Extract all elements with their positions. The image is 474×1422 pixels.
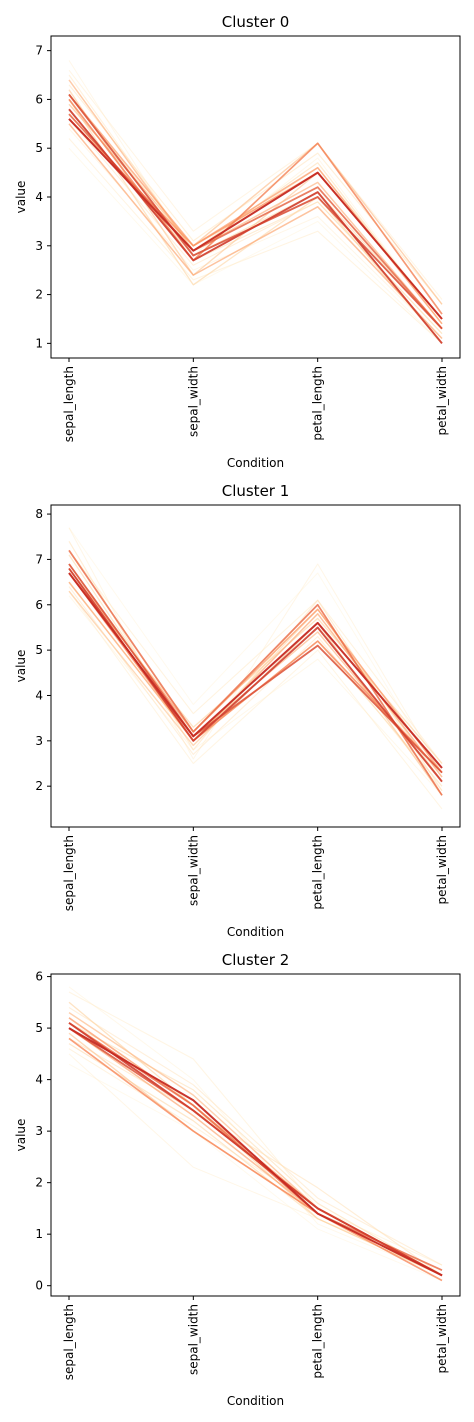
series-line [68,527,443,773]
series-line [68,1022,443,1277]
y-axis-label: value [14,181,28,214]
x-tick-label: sepal_width [186,366,200,437]
series-line [68,568,443,774]
series-line [68,550,443,764]
series-line [68,123,443,340]
series-line [68,590,443,796]
y-tick-label: 6 [35,598,43,612]
x-tick-label: sepal_length [62,835,76,911]
y-tick-label: 5 [35,141,43,155]
series-line [68,549,443,796]
series-line [68,98,443,315]
y-tick-label: 7 [35,552,43,566]
series-line [68,991,443,1266]
series-line [68,113,443,330]
series-line [68,147,443,344]
y-tick-label: 3 [35,239,43,253]
series-line [68,99,443,344]
series-lines [68,60,443,345]
x-tick-label: sepal_width [186,835,200,906]
y-axis-label: value [14,1119,28,1152]
plot-frame [50,973,461,1297]
y-tick-label: 4 [35,688,43,702]
x-tick-label: petal_length [311,366,325,441]
chart-panel-1: Cluster 1 2 3 4 5 6 7 8 sepal_length sepal_width p… [14,482,461,939]
series-line [68,89,443,320]
y-tick-label: 2 [35,779,43,793]
chart-title: Cluster 2 [222,951,290,969]
chart-panel-0: Cluster 0 1 2 3 4 5 6 7 sepal_length sepal_width p… [14,13,461,470]
x-tick-label: petal_width [435,366,449,435]
series-line [68,118,443,320]
plot-frame [50,504,461,828]
y-tick-label: 8 [35,507,43,521]
series-line [68,586,443,792]
series-line [68,986,443,1276]
x-axis-label: Condition [227,456,284,470]
series-line [68,527,443,778]
series-line [68,595,443,796]
chart-title: Cluster 0 [222,13,290,31]
y-tick-label: 1 [35,336,43,350]
series-line [68,1037,443,1276]
x-tick-label: sepal_length [62,1304,76,1380]
y-tick-label: 7 [35,44,43,58]
series-line [68,1063,443,1281]
y-axis-label: value [14,650,28,683]
y-tick-label: 4 [35,190,43,204]
series-line [68,108,443,345]
x-tick-label: petal_length [311,1304,325,1379]
series-line [68,113,443,330]
series-line [68,1027,443,1277]
chart-title: Cluster 1 [222,482,290,500]
y-tick-label: 2 [35,288,43,302]
series-line [68,1022,443,1276]
series-line [68,590,443,810]
x-tick-label: sepal_width [186,1304,200,1375]
x-axis-label: Condition [227,925,284,939]
series-line [68,1037,443,1282]
y-tick-label: 3 [35,734,43,748]
x-tick-label: petal_length [311,835,325,910]
y-tick-label: 4 [35,1073,43,1087]
y-tick-label: 5 [35,1021,43,1035]
series-line [68,572,443,769]
y-tick-label: 0 [35,1279,43,1293]
series-line [68,563,443,774]
x-tick-label: petal_width [435,835,449,904]
y-tick-label: 6 [35,970,43,984]
y-tick-label: 1 [35,1227,43,1241]
series-line [68,541,443,792]
series-line [68,79,443,330]
x-tick-label: petal_width [435,1304,449,1373]
series-line [68,69,443,300]
series-line [68,138,443,344]
x-tick-label: sepal_length [62,366,76,442]
y-tick-label: 3 [35,1124,43,1138]
y-tick-label: 2 [35,1176,43,1190]
y-tick-label: 6 [35,92,43,106]
y-tick-label: 5 [35,643,43,657]
x-axis-label: Condition [227,1394,284,1408]
series-lines [68,986,443,1282]
chart-panel-2: Cluster 2 0 1 2 3 4 5 6 sepal_length sepal_width p… [14,951,461,1408]
series-lines [68,527,443,810]
series-line [68,1007,443,1266]
